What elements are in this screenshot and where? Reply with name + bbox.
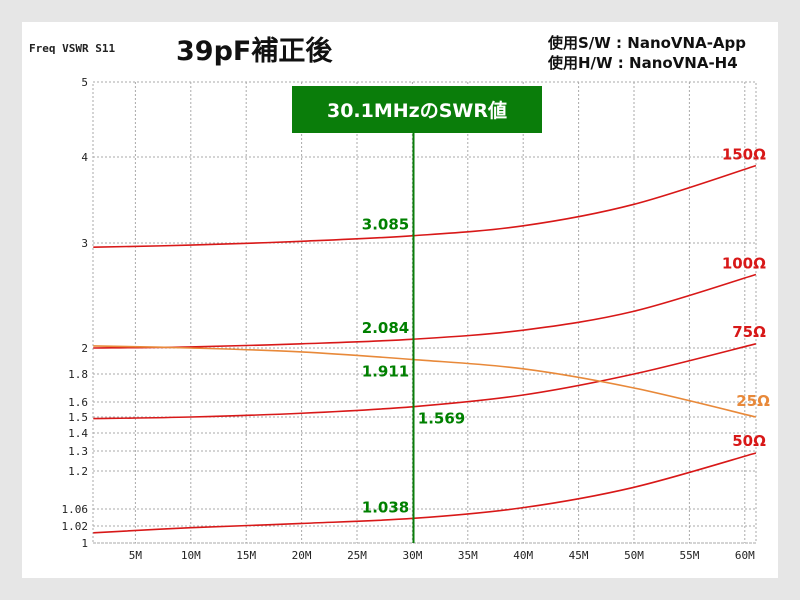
value-annotation: 2.084 <box>362 319 409 337</box>
y-tick-label: 4 <box>81 151 88 164</box>
x-tick-label: 35M <box>458 549 478 562</box>
series-line-150ohm <box>93 164 757 248</box>
y-tick-label: 1.4 <box>68 427 88 440</box>
chart-title: 39pF補正後 <box>176 36 333 67</box>
y-tick-label: 1.02 <box>62 520 89 533</box>
series-line-100ohm <box>93 273 757 349</box>
x-tick-label: 55M <box>679 549 699 562</box>
y-tick-label: 1.3 <box>68 445 88 458</box>
y-tick-label: 5 <box>81 76 88 89</box>
x-tick-label: 25M <box>347 549 367 562</box>
series-label: 150Ω <box>722 146 766 164</box>
y-tick-label: 1.8 <box>68 368 88 381</box>
x-tick-label: 20M <box>292 549 312 562</box>
labels: 150Ω 100Ω 75Ω 25Ω 50Ω 3.085 2.084 1.911 1.569 1.0… <box>362 146 770 517</box>
value-annotation: 3.085 <box>362 216 409 234</box>
series-line-50ohm <box>93 452 757 534</box>
x-tick-label: 5M <box>129 549 143 562</box>
x-tick-label: 50M <box>624 549 644 562</box>
y-tick-label: 1 <box>81 537 88 550</box>
x-tick-label: 45M <box>569 549 589 562</box>
axis-caption: Freq VSWR S11 <box>29 42 115 55</box>
x-tick-label: 60M <box>735 549 755 562</box>
y-tick-label: 1.5 <box>68 411 88 424</box>
x-tick-label: 40M <box>513 549 533 562</box>
series-label: 75Ω <box>732 323 766 341</box>
software-info: 使用S/W : NanoVNA-App <box>547 34 746 52</box>
plot-border <box>92 81 757 544</box>
banner-box <box>292 86 542 133</box>
y-tick-label: 3 <box>81 237 88 250</box>
y-tick-label: 1.06 <box>62 503 89 516</box>
hardware-info: 使用H/W : NanoVNA-H4 <box>547 54 738 72</box>
banner-label: 30.1MHzのSWR値 <box>327 100 507 122</box>
value-annotation: 1.911 <box>362 363 409 381</box>
x-tick-label: 15M <box>236 549 256 562</box>
series-label: 50Ω <box>732 432 766 450</box>
series-label: 100Ω <box>722 255 766 273</box>
y-tick-label: 2 <box>81 342 88 355</box>
value-annotation: 1.038 <box>362 498 409 516</box>
curves <box>93 164 757 534</box>
y-tick-label: 1.2 <box>68 465 88 478</box>
x-tick-label: 10M <box>181 549 201 562</box>
x-tick-label: 30M <box>402 549 422 562</box>
series-label: 25Ω <box>736 392 770 410</box>
value-annotation: 1.569 <box>418 410 465 428</box>
y-tick-label: 1.6 <box>68 396 88 409</box>
series-line-75ohm <box>93 343 757 420</box>
